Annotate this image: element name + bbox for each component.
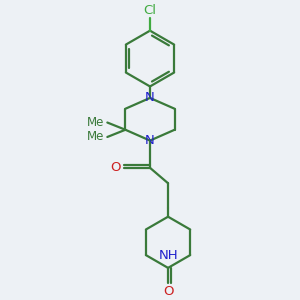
Text: O: O <box>163 285 173 298</box>
Text: O: O <box>110 161 121 174</box>
Text: N: N <box>145 92 155 104</box>
Text: Cl: Cl <box>143 4 157 17</box>
Text: Me: Me <box>87 116 105 129</box>
Text: Me: Me <box>87 130 105 143</box>
Text: N: N <box>145 134 155 147</box>
Text: NH: NH <box>159 249 179 262</box>
